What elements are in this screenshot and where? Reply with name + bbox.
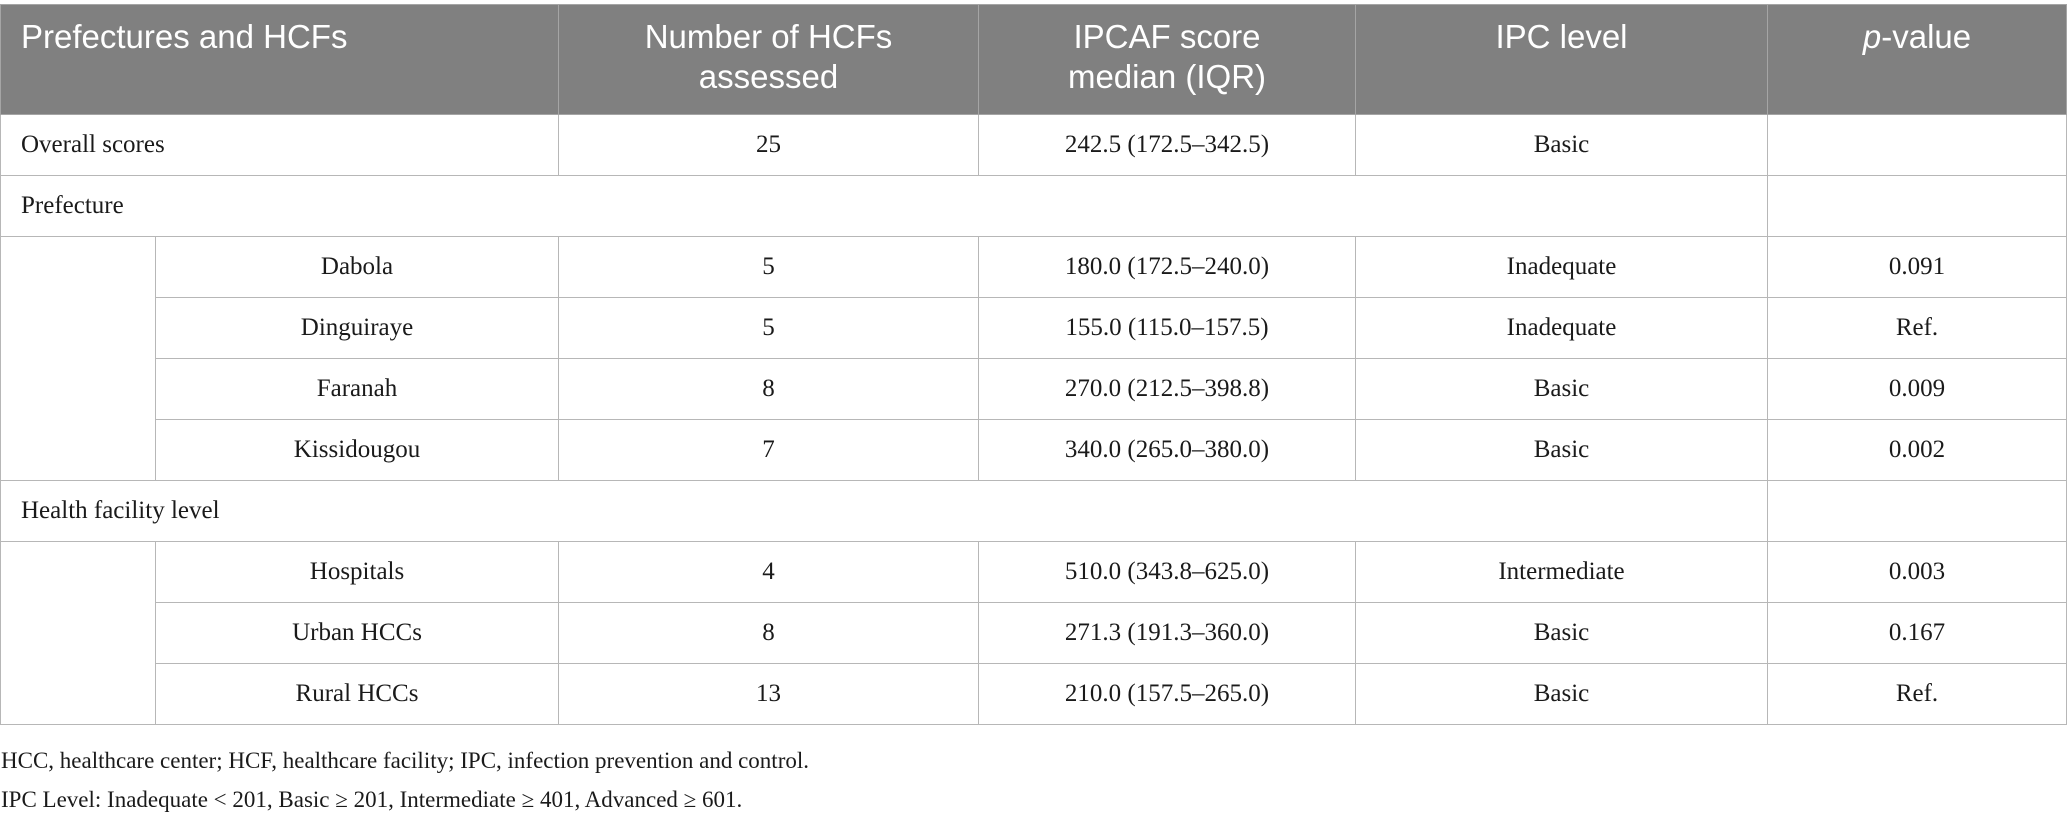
row-name: Faranah [155,358,559,420]
header-p-letter: p [1862,18,1882,55]
header-ipc-level: IPC level [1355,4,1768,115]
row-level: Inadequate [1355,236,1768,298]
section-title-prefecture: Prefecture [0,175,1768,237]
section-row-facility-level: Health facility level [0,480,2067,542]
row-score: 270.0 (212.5–398.8) [978,358,1356,420]
row-score: 155.0 (115.0–157.5) [978,297,1356,359]
row-score: 271.3 (191.3–360.0) [978,602,1356,664]
header-prefectures: Prefectures and HCFs [0,4,559,115]
row-p-value: 0.091 [1767,236,2067,298]
header-score-line2: median (IQR) [1067,58,1267,95]
section-empty-cell [1767,175,2067,237]
footnote-abbreviations: HCC, healthcare center; HCF, healthcare … [1,748,809,773]
row-score: 340.0 (265.0–380.0) [978,419,1356,481]
table-row: Dinguiraye 5 155.0 (115.0–157.5) Inadequ… [1,297,2067,359]
row-number: 4 [558,541,979,603]
overall-label: Overall scores [0,114,559,176]
overall-p-value [1767,114,2067,176]
section-row-prefecture: Prefecture [0,175,2067,237]
indent-cell-prefecture [0,236,156,481]
overall-score: 242.5 (172.5–342.5) [978,114,1356,176]
table-footnotes: HCC, healthcare center; HCF, healthcare … [1,741,809,819]
overall-level: Basic [1355,114,1768,176]
footnote-ipc-levels: IPC Level: Inadequate < 201, Basic ≥ 201… [1,787,743,812]
row-name: Urban HCCs [155,602,559,664]
table-row: Hospitals 4 510.0 (343.8–625.0) Intermed… [0,541,2067,725]
table-container: Prefectures and HCFs Number of HCFs asse… [0,4,2067,725]
row-level: Basic [1355,602,1768,664]
row-level: Basic [1355,358,1768,420]
row-score: 180.0 (172.5–240.0) [978,236,1356,298]
table-row: Faranah 8 270.0 (212.5–398.8) Basic 0.00… [1,358,2067,420]
row-name: Dabola [155,236,559,298]
row-number: 8 [558,602,979,664]
table-header-row: Prefectures and HCFs Number of HCFs asse… [0,4,2067,115]
row-p-value: 0.003 [1767,541,2067,603]
row-p-value: 0.002 [1767,419,2067,481]
row-number: 5 [558,297,979,359]
row-name: Hospitals [155,541,559,603]
row-score: 210.0 (157.5–265.0) [978,663,1356,725]
row-level: Intermediate [1355,541,1768,603]
overall-row: Overall scores 25 242.5 (172.5–342.5) Ba… [0,114,2067,176]
row-p-value: Ref. [1767,297,2067,359]
section-title-facility-level: Health facility level [0,480,1768,542]
header-p-value: p-value [1767,4,2067,115]
header-number-assessed: Number of HCFs assessed [558,4,979,115]
row-number: 7 [558,419,979,481]
row-name: Rural HCCs [155,663,559,725]
row-level: Basic [1355,663,1768,725]
row-name: Kissidougou [155,419,559,481]
row-number: 13 [558,663,979,725]
table-row: Urban HCCs 8 271.3 (191.3–360.0) Basic 0… [1,602,2067,664]
table-row: Rural HCCs 13 210.0 (157.5–265.0) Basic … [1,663,2067,725]
ipcaf-results-table: Prefectures and HCFs Number of HCFs asse… [0,4,2067,725]
table-row: Kissidougou 7 340.0 (265.0–380.0) Basic … [1,419,2067,481]
row-number: 8 [558,358,979,420]
header-number-line2: assessed [698,58,839,95]
header-number-line1: Number of HCFs [644,18,893,55]
header-score-line1: IPCAF score [1073,18,1261,55]
row-score: 510.0 (343.8–625.0) [978,541,1356,603]
section-empty-cell [1767,480,2067,542]
row-p-value: 0.167 [1767,602,2067,664]
row-p-value: Ref. [1767,663,2067,725]
header-ipcaf-score: IPCAF score median (IQR) [978,4,1356,115]
row-level: Basic [1355,419,1768,481]
row-number: 5 [558,236,979,298]
row-level: Inadequate [1355,297,1768,359]
header-p-suffix: -value [1881,18,1972,55]
table-row: Dabola 5 180.0 (172.5–240.0) Inadequate … [0,236,2067,481]
row-name: Dinguiraye [155,297,559,359]
row-p-value: 0.009 [1767,358,2067,420]
indent-cell-facility-level [0,541,156,725]
overall-number: 25 [558,114,979,176]
